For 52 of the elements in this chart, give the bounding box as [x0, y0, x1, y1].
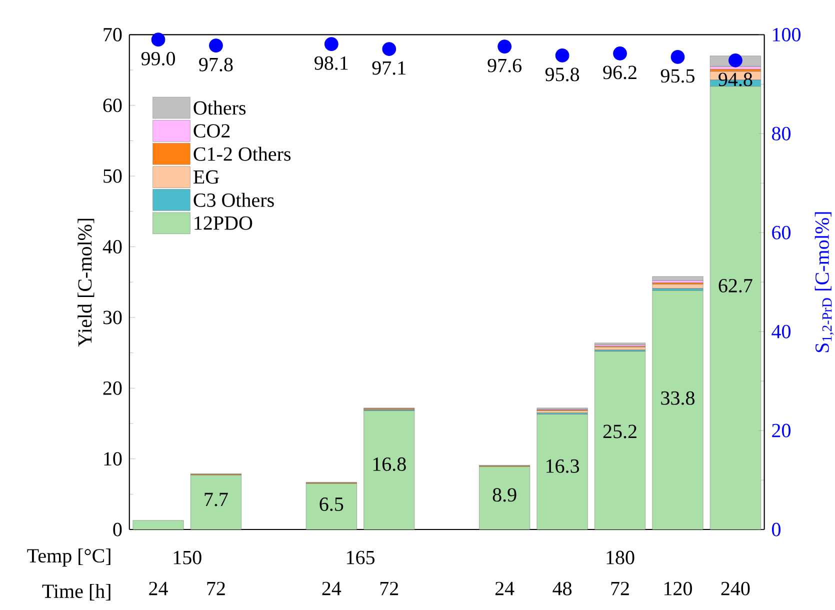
data-label: 62.7 — [718, 279, 752, 293]
legend-label: Others — [194, 100, 246, 115]
y-tick-label: 10 — [104, 452, 122, 466]
y2-axis-title: S$_{1,2-PrD}$ [C-mol%] — [814, 212, 834, 352]
y-tick-label: 0 — [113, 523, 122, 536]
data-label: 33.8 — [661, 392, 694, 406]
legend-label: EG — [194, 170, 219, 184]
x-tick-label: 24 — [322, 582, 342, 596]
text: 180 — [606, 551, 634, 565]
data-label: 97.1 — [372, 62, 406, 76]
x-axis-title: Time [h] — [42, 584, 110, 601]
text: Temp [°C] — [27, 548, 110, 567]
y-tick-label: 60 — [103, 98, 122, 112]
text: 150 — [174, 551, 202, 565]
x-tick-label: 240 — [721, 582, 750, 596]
data-label: 97.8 — [199, 58, 233, 72]
x-tick-label: 24 — [495, 582, 514, 596]
y2-tick-label: 100 — [773, 28, 800, 42]
y-tick-label: 70 — [104, 28, 122, 42]
data-label: 97.6 — [488, 59, 522, 73]
data-label: 25.2 — [603, 425, 636, 439]
x-tick-label: 120 — [664, 582, 692, 596]
data-label: 7.7 — [204, 493, 228, 507]
y2-tick-label: 0 — [772, 523, 780, 536]
legend-label: CO2 — [194, 124, 230, 138]
data-label: 98.1 — [314, 56, 348, 70]
y-tick-label: 20 — [103, 382, 122, 396]
data-label: 99.0 — [141, 52, 175, 66]
legend-label: C1-2 Others — [194, 146, 291, 162]
x-tick-label: 24 — [149, 582, 168, 596]
data-label: 16.3 — [546, 460, 580, 474]
legend-label: C3 Others — [194, 193, 274, 208]
y-tick-label: 50 — [104, 170, 122, 184]
data-label: 8.9 — [492, 488, 516, 502]
y-axis-title: Yield [C-mol%] — [78, 219, 94, 347]
data-label: 16.8 — [373, 458, 406, 472]
y2-tick-label: 60 — [772, 226, 790, 240]
y-tick-label: 40 — [102, 240, 122, 254]
y-tick-label: 30 — [103, 310, 122, 324]
text: 165 — [347, 551, 374, 564]
x-tick-label: 48 — [552, 582, 572, 596]
x-tick-label: 72 — [380, 582, 398, 596]
y2-tick-label: 20 — [772, 424, 790, 438]
y2-tick-label: 80 — [772, 127, 790, 141]
data-label: 95.5 — [660, 69, 694, 83]
x-tick-label: 72 — [611, 582, 629, 596]
y2-tick-label: 40 — [772, 325, 790, 339]
data-label: 6.5 — [320, 498, 344, 512]
data-label: 96.2 — [603, 66, 636, 80]
data-label: 95.8 — [545, 68, 580, 82]
legend-label: 12PDO — [194, 216, 252, 230]
x-tick-label: 72 — [207, 582, 225, 596]
